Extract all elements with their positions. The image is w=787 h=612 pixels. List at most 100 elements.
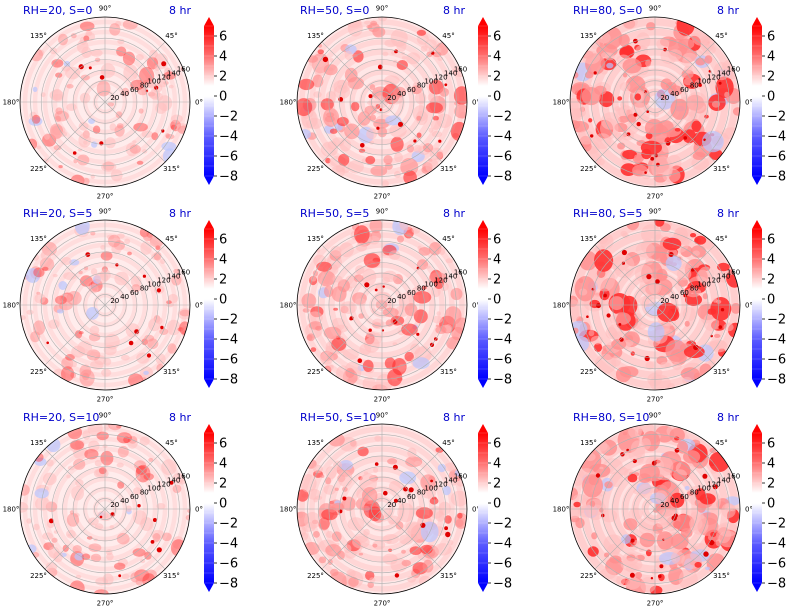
contour-blob [429, 147, 444, 160]
contour-blob [616, 575, 626, 585]
contour-blob [645, 132, 653, 140]
radial-tick-label: 60 [130, 289, 139, 297]
contour-blob [591, 532, 598, 540]
contour-blob [153, 251, 162, 261]
contour-blob [142, 149, 148, 154]
contour-blob [301, 293, 317, 309]
contour-blob [29, 551, 40, 559]
colorbar-tick-label: −2 [767, 517, 786, 532]
colorbar-tick-label: 0 [767, 497, 775, 512]
panel-time-label: 8 hr [169, 411, 191, 424]
contour-blob [570, 98, 585, 120]
angle-tick-label: 180° [553, 99, 570, 107]
contour-peak [618, 323, 622, 326]
angle-tick-label: 315° [440, 368, 457, 376]
contour-peak [630, 538, 635, 543]
contour-peak [161, 61, 167, 67]
contour-blob [81, 46, 92, 59]
contour-blob [396, 60, 408, 70]
contour-peak [720, 308, 725, 312]
radial-tick-label: 60 [130, 86, 139, 94]
colorbar-tick-label: 6 [219, 30, 227, 45]
angle-tick-label: 270° [647, 193, 664, 201]
contour-peak [632, 458, 637, 464]
contour-blob [46, 459, 54, 467]
panel-3: 0°45°90°135°180°225°270°315°20 4060801001… [553, 4, 787, 201]
contour-blob [596, 158, 605, 166]
contour-blob [363, 471, 369, 475]
contour-blob [624, 268, 630, 272]
contour-peak [397, 121, 404, 127]
panel-8: 0°45°90°135°180°225°270°315°20 4060801001… [280, 411, 513, 608]
contour-blob [573, 501, 581, 508]
radial-tick-label: 60 [407, 86, 416, 94]
contour-blob [599, 507, 604, 513]
contour-peak [377, 64, 383, 70]
contour-blob [109, 123, 117, 131]
contour-blob [154, 64, 161, 71]
contour-blob [594, 85, 607, 96]
contour-blob [674, 128, 681, 132]
colorbar-tick-label: −4 [767, 537, 786, 552]
angle-tick-label: 225° [580, 165, 597, 173]
contour-blob [413, 144, 422, 153]
contour-blob [61, 366, 75, 382]
colorbar-extend-top [478, 220, 488, 229]
contour-blob [394, 152, 403, 163]
contour-blob [653, 112, 659, 118]
colorbar-extend-top [204, 220, 214, 229]
grid-spoke [654, 41, 716, 103]
contour-peak [360, 143, 365, 148]
contour-blob [640, 577, 657, 593]
contour-blob [70, 360, 78, 368]
colorbar-tick-label: 4 [493, 253, 501, 268]
radial-tick-label: 20 [110, 94, 119, 102]
contour-blob [53, 530, 59, 534]
contour-blob [78, 331, 84, 335]
contour-blob [656, 268, 668, 282]
contour-blob [599, 568, 617, 580]
contour-blob [616, 107, 628, 117]
colorbar-tick-label: 0 [219, 293, 227, 308]
contour-blob [66, 84, 74, 89]
contour-blob [414, 460, 422, 466]
contour-blob [331, 286, 347, 302]
contour-peak [619, 337, 624, 342]
contour-peak [150, 540, 155, 544]
colorbar-tick-label: 6 [219, 233, 227, 248]
contour-blob [412, 357, 430, 370]
contour-blob [623, 518, 638, 531]
contour-blob [105, 137, 116, 149]
contour-blob [387, 458, 398, 465]
contour-blob [324, 364, 334, 371]
contour-blob [581, 50, 601, 65]
contour-peak [603, 293, 607, 298]
contour-blob [409, 546, 422, 555]
contour-blob [325, 466, 337, 480]
contour-blob [159, 328, 169, 335]
contour-blob [677, 38, 695, 50]
radial-tick-label: 80 [690, 285, 699, 293]
contour-blob [433, 277, 444, 289]
contour-blob [323, 326, 342, 339]
contour-blob [53, 61, 58, 65]
colorbar-extend-top [752, 424, 762, 433]
contour-blob [372, 543, 378, 548]
contour-blob [392, 342, 398, 346]
radial-tick-label: 60 [407, 289, 416, 297]
contour-blob [161, 141, 177, 151]
contour-peak [606, 313, 611, 318]
contour-blob [117, 38, 125, 45]
contour-blob [385, 319, 394, 327]
contour-blob [339, 242, 354, 258]
contour-blob [602, 26, 623, 50]
contour-blob [60, 131, 68, 137]
contour-blob [418, 575, 432, 588]
contour-blob [710, 531, 717, 538]
angle-tick-label: 180° [553, 302, 570, 310]
colorbar-tick-label: 4 [493, 457, 501, 472]
radial-tick-label: 100 [424, 78, 437, 86]
contour-blob [393, 86, 406, 98]
contour-peak [156, 547, 162, 553]
contour-blob [723, 323, 734, 332]
